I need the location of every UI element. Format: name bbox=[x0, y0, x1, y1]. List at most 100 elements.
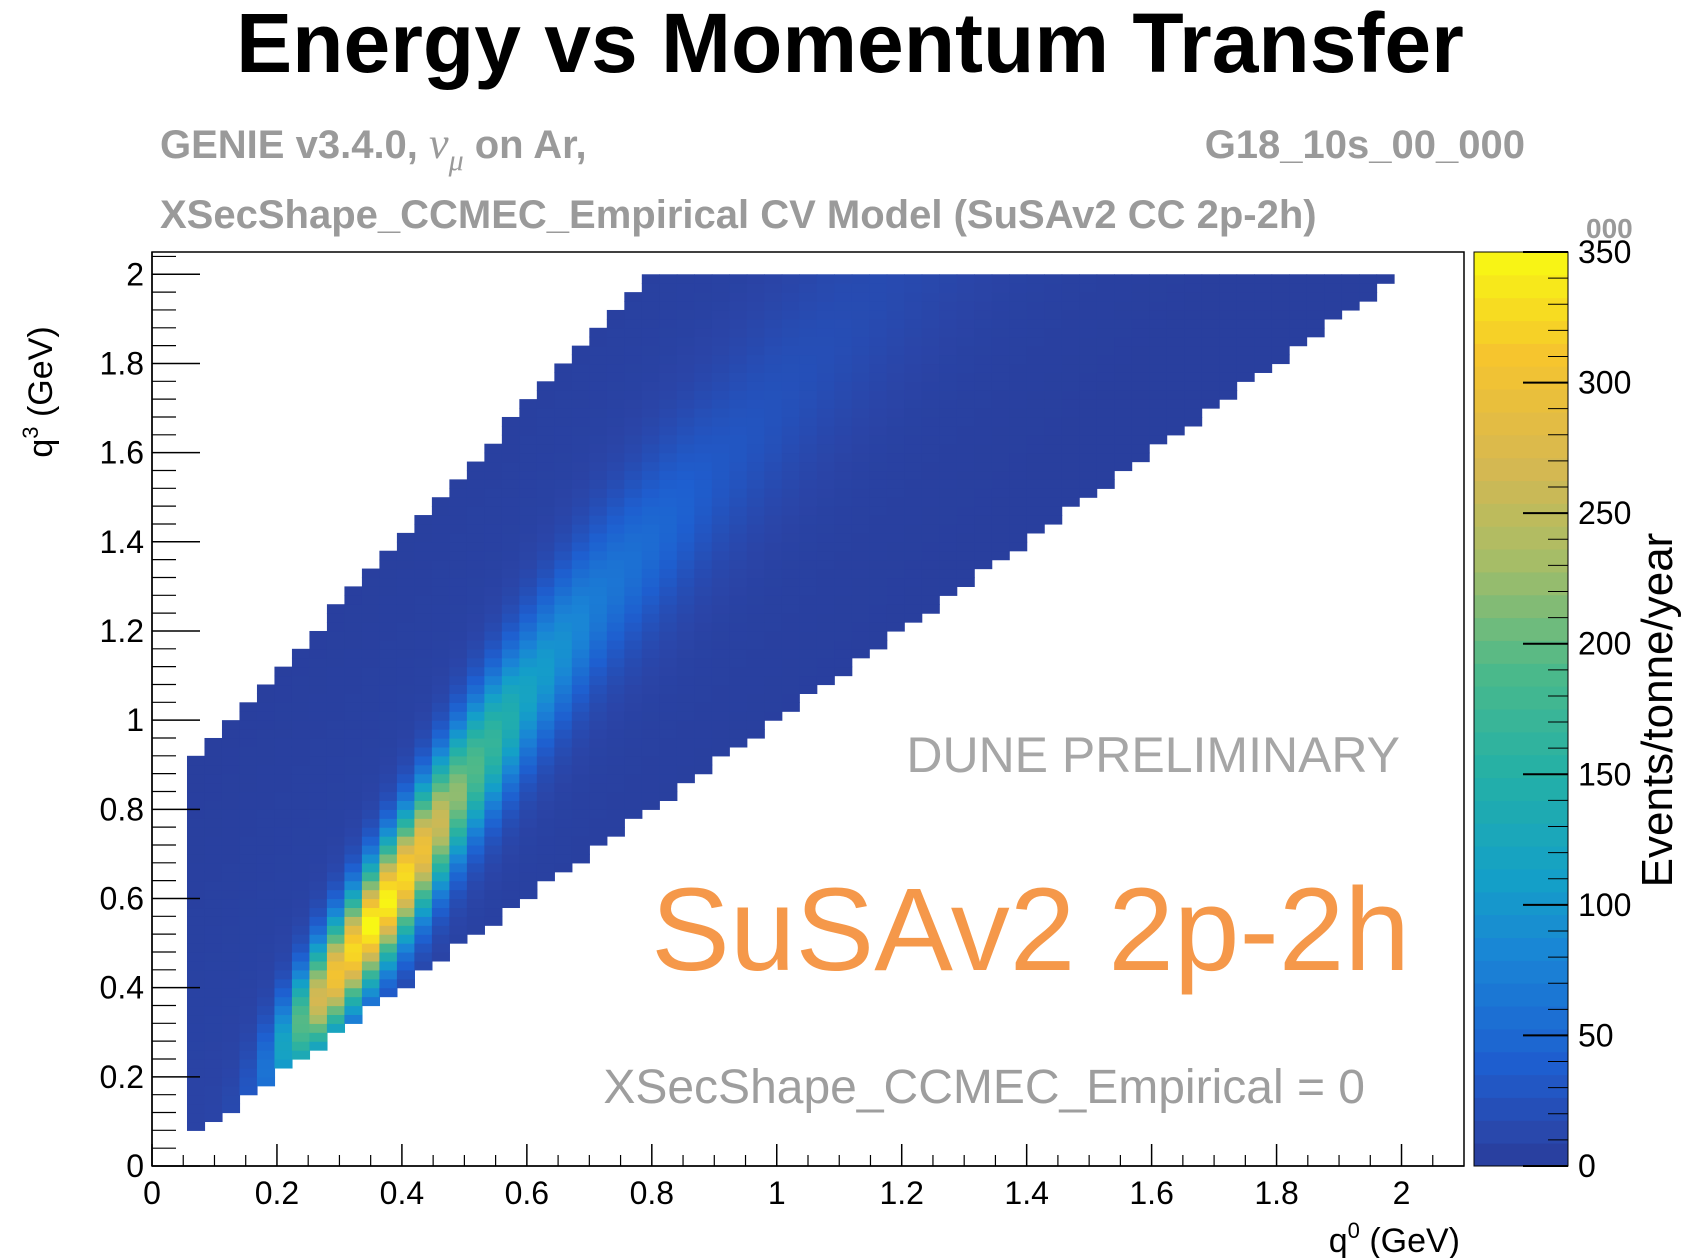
heatmap-cell bbox=[1114, 283, 1133, 293]
heatmap-cell bbox=[799, 318, 818, 329]
heatmap-cell bbox=[291, 1005, 311, 1016]
heatmap-cell bbox=[921, 372, 940, 382]
heatmap-cell bbox=[571, 782, 590, 793]
heatmap-cell bbox=[1149, 301, 1168, 311]
heatmap-cell bbox=[536, 381, 555, 391]
heatmap-cell bbox=[239, 800, 258, 810]
heatmap-cell bbox=[799, 648, 818, 659]
heatmap-cell bbox=[904, 604, 923, 614]
heatmap-cell bbox=[729, 702, 748, 712]
heatmap-cell bbox=[554, 461, 573, 472]
heatmap-cell bbox=[1131, 354, 1150, 365]
heatmap-cell bbox=[834, 488, 853, 498]
heatmap-cell bbox=[309, 862, 328, 873]
heatmap-cell bbox=[1201, 327, 1220, 338]
heatmap-cell bbox=[624, 488, 643, 498]
heatmap-cell bbox=[344, 666, 363, 677]
heatmap-cell bbox=[186, 1032, 206, 1042]
heatmap-cell bbox=[414, 630, 433, 641]
heatmap-cell bbox=[519, 827, 538, 837]
heatmap-cell bbox=[956, 541, 975, 552]
heatmap-cell bbox=[641, 434, 660, 445]
heatmap-cell bbox=[641, 604, 660, 614]
heatmap-cell bbox=[519, 506, 538, 516]
heatmap-cell bbox=[484, 630, 503, 641]
heatmap-cell bbox=[659, 666, 678, 677]
heatmap-cell bbox=[1026, 461, 1045, 472]
heatmap-cell bbox=[221, 889, 241, 900]
heatmap-cell bbox=[729, 630, 748, 641]
heatmap-cell bbox=[449, 559, 468, 570]
heatmap-cell bbox=[396, 702, 415, 712]
heatmap-cell bbox=[326, 987, 346, 998]
heatmap-cell bbox=[589, 764, 608, 775]
heatmap-cell bbox=[816, 345, 835, 356]
heatmap-cell bbox=[641, 773, 660, 784]
heatmap-cell bbox=[186, 1050, 206, 1060]
heatmap-cell bbox=[1166, 363, 1185, 373]
heatmap-cell bbox=[1149, 425, 1168, 436]
heatmap-cell bbox=[746, 586, 765, 596]
heatmap-cell bbox=[379, 746, 398, 757]
heatmap-cell bbox=[764, 684, 783, 694]
heatmap-cell bbox=[256, 853, 276, 864]
heatmap-cell bbox=[309, 827, 328, 837]
heatmap-cell bbox=[886, 550, 905, 561]
heatmap-cell bbox=[589, 737, 608, 748]
heatmap-cell bbox=[239, 960, 258, 971]
heatmap-cell bbox=[659, 497, 678, 507]
heatmap-cell bbox=[291, 657, 311, 668]
heatmap-cell bbox=[291, 898, 311, 909]
heatmap-cell bbox=[746, 416, 765, 427]
heatmap-cell bbox=[606, 425, 625, 436]
heatmap-cell bbox=[571, 381, 590, 391]
heatmap-cell bbox=[1359, 292, 1378, 302]
heatmap-cell bbox=[396, 782, 415, 793]
heatmap-cell bbox=[484, 916, 503, 926]
heatmap-cell bbox=[851, 318, 870, 329]
heatmap-cell bbox=[361, 657, 381, 668]
heatmap-cell bbox=[816, 577, 835, 587]
heatmap-cell bbox=[466, 764, 485, 775]
heatmap-cell bbox=[764, 470, 783, 480]
heatmap-cell bbox=[1149, 399, 1168, 409]
heatmap-cell bbox=[571, 363, 590, 373]
heatmap-cell bbox=[536, 737, 555, 748]
heatmap-cell bbox=[606, 577, 625, 587]
y-axis-title-sup: 3 bbox=[18, 426, 43, 438]
heatmap-cell bbox=[1149, 408, 1168, 418]
heatmap-cell bbox=[939, 541, 958, 552]
heatmap-cell bbox=[571, 648, 590, 659]
heatmap-cell bbox=[1079, 390, 1098, 400]
heatmap-cell bbox=[624, 729, 643, 739]
heatmap-cell bbox=[519, 746, 538, 757]
heatmap-cell bbox=[344, 639, 363, 650]
colorbar-band bbox=[1474, 983, 1568, 1007]
heatmap-cell bbox=[239, 782, 258, 793]
heatmap-cell bbox=[939, 372, 958, 382]
colorbar-tick-label: 300 bbox=[1578, 365, 1631, 401]
heatmap-cell bbox=[764, 301, 783, 311]
heatmap-cell bbox=[869, 523, 888, 534]
heatmap-cell bbox=[274, 853, 293, 864]
heatmap-cell bbox=[781, 283, 800, 293]
heatmap-cell bbox=[326, 782, 346, 793]
heatmap-cell bbox=[624, 764, 643, 775]
heatmap-cell bbox=[449, 898, 468, 909]
heatmap-cell bbox=[659, 550, 678, 561]
heatmap-cell bbox=[414, 836, 433, 846]
heatmap-cell bbox=[974, 390, 993, 400]
heatmap-cell bbox=[309, 844, 328, 855]
heatmap-cell bbox=[694, 586, 713, 596]
heatmap-cell bbox=[344, 604, 363, 614]
heatmap-cell bbox=[361, 630, 381, 641]
heatmap-cell bbox=[466, 550, 485, 561]
heatmap-cell bbox=[746, 550, 765, 561]
heatmap-cell bbox=[1026, 354, 1045, 365]
heatmap-cell bbox=[851, 363, 870, 373]
heatmap-cell bbox=[571, 408, 590, 418]
heatmap-cell bbox=[204, 773, 223, 784]
heatmap-cell bbox=[204, 925, 223, 935]
heatmap-cell bbox=[624, 639, 643, 650]
heatmap-cell bbox=[764, 408, 783, 418]
